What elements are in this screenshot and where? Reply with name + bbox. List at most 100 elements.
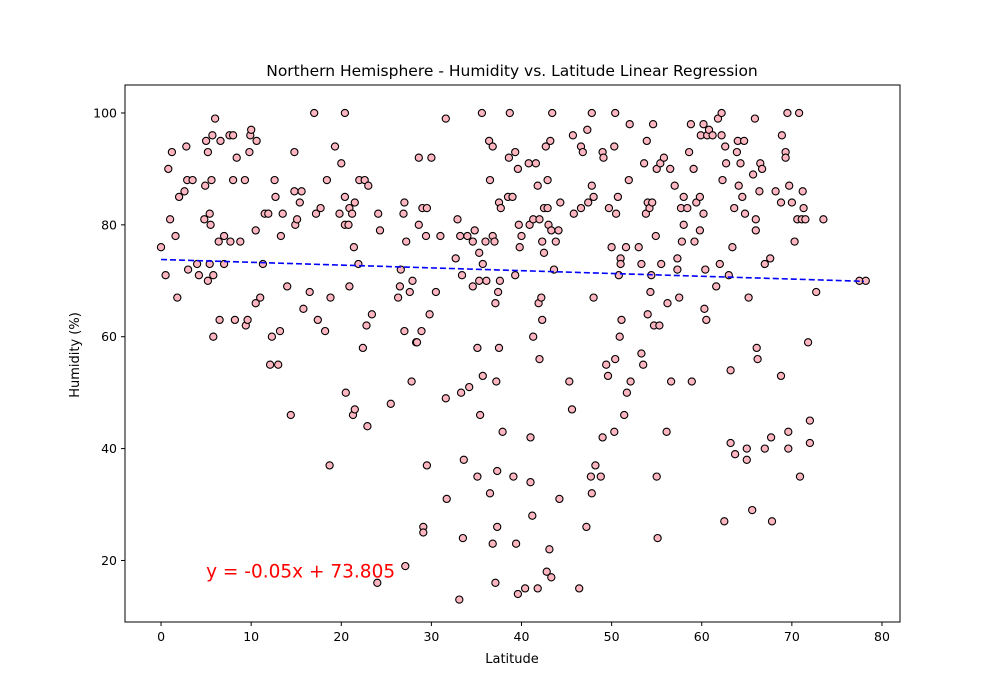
- data-point: [626, 377, 635, 386]
- data-point: [803, 338, 813, 347]
- data-point: [657, 259, 666, 269]
- data-point: [599, 153, 608, 162]
- data-point: [717, 108, 726, 118]
- data-point: [533, 584, 542, 593]
- data-point: [547, 573, 556, 582]
- data-point: [310, 108, 319, 118]
- y-tick-label: 40: [101, 441, 117, 456]
- data-point: [596, 472, 605, 481]
- data-point: [679, 220, 688, 229]
- data-point: [290, 147, 299, 157]
- data-point: [485, 175, 495, 185]
- data-point: [582, 522, 591, 532]
- data-point: [311, 209, 321, 218]
- data-point: [547, 226, 556, 235]
- data-point: [785, 181, 794, 190]
- data-point: [463, 231, 472, 241]
- data-point: [548, 108, 557, 118]
- data-point: [350, 405, 359, 414]
- data-point: [203, 147, 213, 157]
- data-point: [673, 265, 682, 274]
- data-point: [551, 237, 560, 246]
- data-point: [602, 360, 611, 369]
- data-point: [545, 545, 554, 554]
- data-point: [798, 187, 807, 196]
- data-point: [173, 293, 182, 302]
- data-point: [216, 136, 225, 146]
- data-point: [491, 578, 500, 587]
- data-point: [616, 259, 625, 269]
- data-point: [441, 114, 450, 123]
- x-tick-label: 0: [157, 629, 165, 644]
- data-point: [589, 293, 598, 302]
- data-point: [555, 494, 564, 504]
- data-point: [427, 153, 436, 162]
- data-point: [208, 131, 217, 140]
- data-point: [251, 299, 260, 308]
- data-point: [662, 427, 671, 436]
- regression-equation: y = -0.05x + 73.805: [206, 562, 395, 583]
- data-point: [230, 315, 240, 325]
- data-point: [783, 108, 792, 118]
- data-point: [436, 231, 445, 241]
- data-point: [531, 159, 541, 168]
- data-point: [256, 293, 265, 302]
- data-point: [617, 315, 626, 325]
- data-point: [274, 360, 283, 369]
- data-point: [364, 181, 373, 190]
- data-point: [755, 187, 764, 196]
- data-point: [367, 310, 377, 319]
- data-point: [194, 271, 204, 280]
- data-point: [363, 422, 372, 431]
- data-point: [276, 231, 286, 241]
- data-point: [634, 243, 643, 252]
- data-point: [340, 192, 350, 202]
- data-point: [556, 198, 565, 207]
- data-point: [401, 561, 410, 571]
- data-point: [399, 209, 408, 218]
- x-tick-label: 40: [514, 629, 530, 644]
- data-point: [515, 243, 524, 252]
- data-point: [386, 399, 395, 408]
- data-point: [702, 315, 711, 325]
- data-point: [286, 410, 295, 420]
- data-point: [569, 209, 578, 218]
- data-point: [313, 315, 322, 325]
- data-point: [344, 220, 353, 229]
- data-point: [400, 198, 409, 207]
- data-point: [776, 198, 786, 207]
- data-point: [677, 237, 687, 246]
- data-point: [335, 209, 344, 218]
- data-point: [475, 276, 484, 285]
- data-point: [587, 181, 596, 190]
- data-point: [861, 276, 870, 285]
- data-point: [819, 215, 828, 224]
- data-point: [587, 489, 596, 498]
- data-point: [180, 187, 189, 196]
- data-point: [421, 231, 431, 241]
- data-point: [517, 231, 526, 241]
- data-point: [622, 388, 632, 397]
- data-point: [295, 198, 304, 207]
- data-point: [425, 310, 434, 319]
- data-point: [730, 203, 739, 213]
- data-point: [490, 237, 499, 246]
- data-point: [493, 466, 502, 476]
- data-point: [567, 405, 577, 414]
- data-point: [267, 332, 277, 341]
- data-point: [732, 147, 742, 157]
- data-point: [174, 192, 184, 202]
- data-point: [586, 472, 596, 481]
- data-point: [350, 198, 359, 207]
- data-point: [740, 209, 750, 218]
- data-point: [767, 517, 777, 526]
- data-point: [354, 259, 363, 269]
- data-point: [625, 120, 634, 129]
- data-point: [708, 131, 717, 140]
- data-point: [442, 494, 451, 504]
- data-point: [395, 282, 405, 291]
- data-point: [651, 231, 660, 241]
- data-point: [760, 259, 769, 269]
- data-point: [701, 265, 710, 274]
- data-point: [322, 175, 332, 185]
